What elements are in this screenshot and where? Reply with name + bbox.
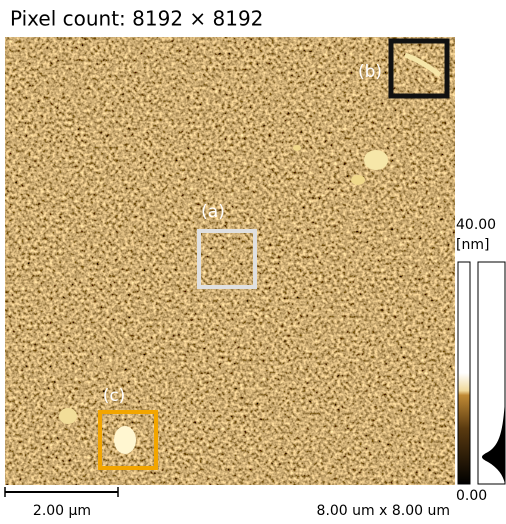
colorbar: 40.00 [nm] 0.00: [456, 217, 505, 504]
afm-image: (a) (b) (c): [5, 37, 455, 485]
colorbar-max: 40.00: [456, 217, 496, 233]
label-b: (b): [358, 62, 382, 82]
title: Pixel count: 8192 × 8192: [10, 7, 263, 31]
colorbar-unit: [nm]: [456, 237, 489, 253]
colorbar-gradient: [458, 262, 470, 484]
colorbar-min: 0.00: [456, 488, 487, 504]
particle: [364, 150, 388, 170]
label-a: (a): [201, 202, 225, 222]
particle: [351, 175, 365, 185]
particle: [293, 145, 301, 151]
field-size: 8.00 um x 8.00 um: [317, 503, 450, 519]
scale-bar-label: 2.00 µm: [33, 503, 91, 519]
figure: Pixel count: 8192 × 8192 (a) (b) (c) 40.…: [0, 0, 506, 520]
particle: [59, 408, 77, 424]
label-c: (c): [103, 386, 126, 406]
particle: [114, 426, 136, 454]
page: {"header": {"title": "Pixel count: 8192 …: [0, 0, 506, 520]
